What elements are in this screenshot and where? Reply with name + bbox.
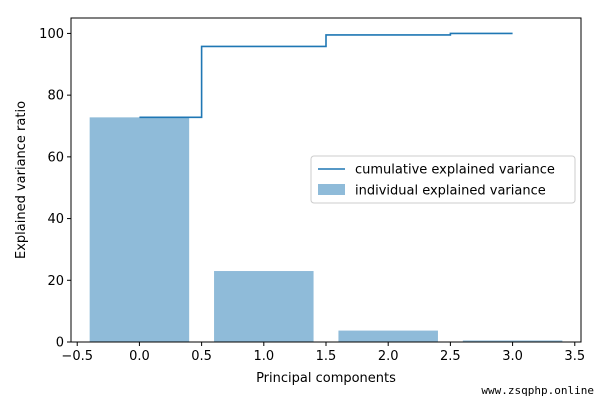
x-tick-label: 2.0 (378, 349, 399, 364)
y-tick-label: 20 (47, 274, 64, 289)
legend-label-individual: individual explained variance (355, 184, 546, 199)
y-tick-label: 40 (47, 212, 64, 227)
legend: cumulative explained variance individual… (310, 155, 576, 204)
y-tick-label: 100 (39, 27, 64, 42)
y-ticks: 0 20 40 60 80 100 (39, 27, 71, 351)
y-axis-title: Explained variance ratio (14, 101, 29, 259)
cumulative-step-line (139, 32, 513, 119)
x-tick-label: 3.0 (502, 349, 523, 364)
y-tick-label: 80 (47, 89, 64, 104)
x-tick-label: 1.0 (253, 349, 274, 364)
x-ticks: −0.5 0.0 0.5 1.0 1.5 2.0 2.5 3.0 3.5 (61, 342, 585, 364)
bar-pc-1 (89, 117, 190, 342)
x-tick-label: −0.5 (61, 349, 93, 364)
legend-swatch-individual (318, 184, 345, 195)
x-tick-label: 0.5 (191, 349, 212, 364)
y-tick-label: 0 (56, 336, 64, 351)
watermark-text: www.zsqphp.online (481, 384, 594, 397)
legend-frame (310, 155, 576, 204)
bar-pc-3 (338, 330, 438, 342)
cumulative-step-path (139, 32, 513, 119)
legend-label-cumulative: cumulative explained variance (355, 163, 555, 178)
x-tick-label: 2.5 (440, 349, 461, 364)
x-axis-title: Principal components (256, 371, 396, 386)
bars (89, 117, 563, 342)
x-tick-label: 1.5 (316, 349, 337, 364)
bar-pc-2 (214, 271, 314, 342)
bar-pc-4 (462, 340, 563, 342)
x-tick-label: 3.5 (564, 349, 585, 364)
x-tick-label: 0.0 (129, 349, 150, 364)
y-tick-label: 60 (47, 150, 64, 165)
